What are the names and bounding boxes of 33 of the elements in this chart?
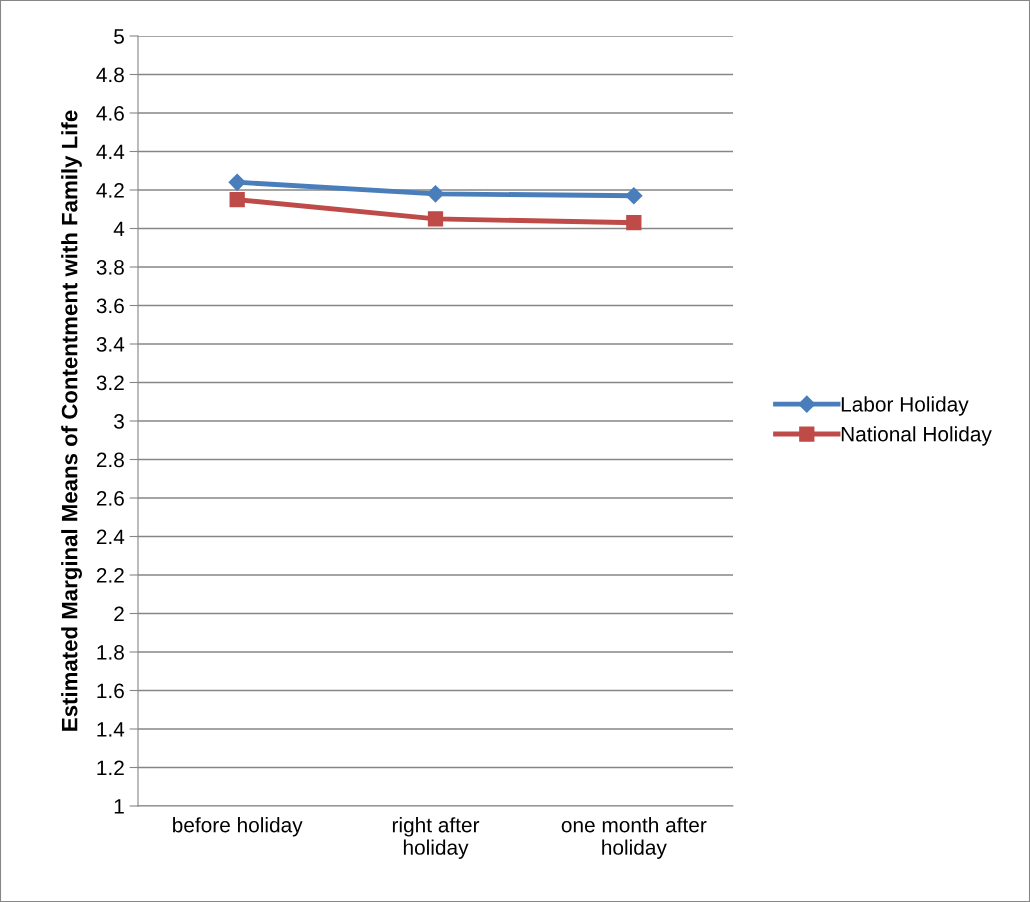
y-tick-label: 3.8 [96,260,124,275]
y-tick-label: 4.2 [96,183,124,198]
y-tick-label: 1.6 [97,683,124,699]
x-tick-label: before holiday [173,817,303,837]
y-tick-label: 4 [113,221,125,237]
y-tick-label: 2.2 [96,568,124,583]
point [625,187,643,205]
y-tick-label: 1.2 [97,760,124,776]
legend-label: National Holiday [841,426,992,446]
y-tick-label: 1.4 [97,722,125,737]
point [427,211,444,227]
point [229,191,245,208]
point [228,173,246,191]
y-tick-label: 4.6 [96,106,124,121]
y-tick-label: 2 [114,606,124,622]
y-tick-label: 3 [114,414,124,429]
legend-label: Labor Holiday [841,396,969,416]
y-tick-label: 5 [114,29,124,44]
point [426,185,445,203]
y-tick-label: 1 [114,799,124,814]
y-tick-label: 2.6 [96,491,124,506]
y-tick-label: 3.4 [96,337,125,352]
point [626,215,642,231]
x-tick-label: right after holiday [392,817,480,859]
x-tick-label: one month after holiday [561,817,707,859]
y-tick-label: 1.8 [97,645,124,660]
y-tick-label: 3.6 [96,298,124,314]
y-axis-title: Estimated Marginal Means of Contentment with Family Life [61,110,82,731]
y-tick-label: 2.8 [96,452,124,468]
y-tick-label: 2.4 [96,529,125,545]
y-tick-label: 4.8 [96,67,124,83]
y-tick-label: 4.4 [96,144,125,160]
y-tick-label: 3.2 [96,375,124,391]
